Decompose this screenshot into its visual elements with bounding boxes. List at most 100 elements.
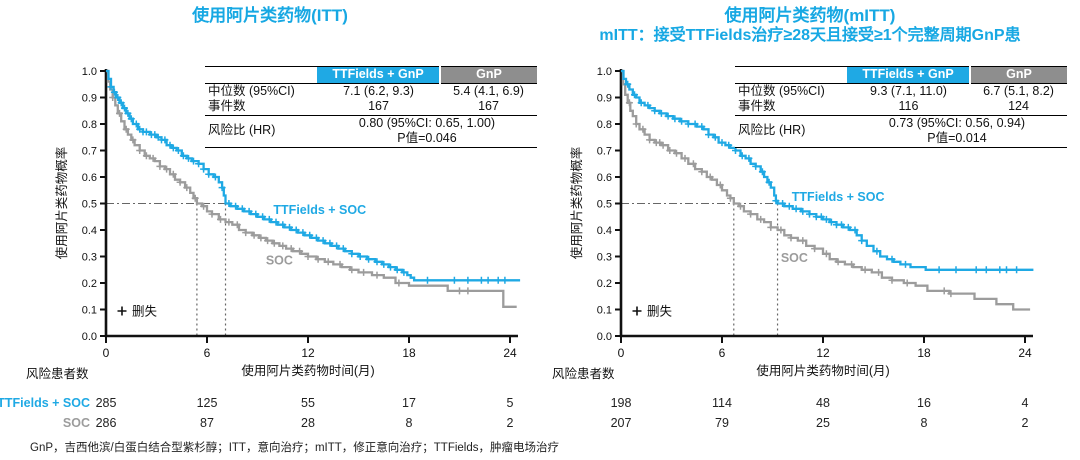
censor-marks-soc [625,99,955,298]
median-value-ttfields: 9.3 (7.1, 11.0) [870,83,947,98]
events-row: 事件数 167 167 [205,99,537,116]
events-value-ttfields: 167 [317,99,440,116]
y-tick-label: 0.5 [82,199,97,211]
x-tick-label: 6 [204,346,211,360]
at-risk-value: 286 [96,416,117,430]
at-risk-value: 285 [96,396,117,410]
panel-title: 使用阿片类药物(ITT) [192,6,348,25]
median-row: 中位数 (95%CI) 7.1 (6.2, 9.3) 5.4 (4.1, 6.9… [205,83,537,99]
y-tick-label: 0.1 [82,305,97,317]
median-row: 中位数 (95%CI) 9.3 (7.1, 11.0) 6.7 (5.1, 8.… [735,83,1067,99]
censor-legend-icon [117,306,127,316]
hazard-ratio-label: 风险比 (HR) [208,123,276,138]
footnote-abbreviations: GnP，吉西他滨/白蛋白结合型紫杉醇；ITT，意向治疗；mITT，修正意向治疗；… [30,442,559,454]
at-risk-row-label: SOC [63,416,90,430]
at-risk-value: 198 [611,396,632,410]
y-tick-label: 0.6 [82,172,97,184]
at-risk-value: 8 [406,416,413,430]
events-value-ttfields: 116 [847,99,970,116]
x-tick-label: 0 [618,346,625,360]
p-value-row: P值=0.014 [735,131,1067,147]
censor-marks-ttfields-soc [107,83,509,284]
at-risk-value: 55 [301,396,315,410]
y-axis-title: 使用阿片类药物概率 [54,147,69,260]
stats-table-itt: TTFields + GnP GnP 中位数 (95%CI) 7.1 (6.2,… [205,66,537,148]
x-tick-label: 24 [1018,346,1032,360]
stats-header-gnp: GnP [969,66,1067,84]
at-risk-value: 16 [917,396,931,410]
at-risk-value: 28 [301,416,315,430]
km-plot-itt: 0.0 0.1 0.2 0.3 0.4 0.5 0.6 0.7 0.8 0.9 1.0 0 6 12 18 2… [0,66,521,430]
hazard-ratio-value: 0.73 (95%CI: 0.56, 0.94) [888,115,1026,130]
stats-table-mitt: TTFields + GnP GnP 中位数 (95%CI) 9.3 (7.1,… [735,66,1067,148]
hazard-ratio-row: 风险比 (HR) 0.73 (95%CI: 0.56, 0.94) [735,115,1067,138]
hazard-ratio-value: 0.80 (95%CI: 0.65, 1.00) [358,115,496,130]
p-value-row: P值=0.046 [205,131,537,147]
x-tick-label: 18 [917,346,931,360]
panel-title: 使用阿片类药物(mITT) [724,6,896,25]
hazard-ratio-label: 风险比 (HR) [738,123,806,138]
at-risk-value: 17 [402,396,416,410]
y-tick-label: 0.9 [597,93,612,105]
at-risk-value: 125 [197,396,218,410]
events-label: 事件数 [735,99,847,116]
p-value: P值=0.014 [927,131,987,145]
panel-title-block: 使用阿片类药物(ITT) [0,6,540,26]
y-tick-label: 0.4 [597,225,612,237]
panel-subtitle: mITT：接受TTFields治疗≥28天且接受≥1个完整周期GnP患 [599,27,1021,44]
y-tick-label: 0.8 [597,119,612,131]
x-tick-label: 12 [301,346,315,360]
y-tick-label: 0.3 [597,252,612,264]
km-panel-itt: 使用阿片类药物(ITT) 0.0 0.1 0.2 0.3 0.4 0.5 0.6 0.7 0.8… [0,0,540,434]
x-tick-label: 18 [402,346,416,360]
km-plot-mitt: 0.0 0.1 0.2 0.3 0.4 0.5 0.6 0.7 0.8 0.9 1.0 0 6 12 18 2… [552,66,1034,430]
p-value: P值=0.046 [397,131,457,145]
at-risk-value: 114 [712,396,732,410]
at-risk-value: 2 [1022,416,1029,430]
events-value-gnp: 124 [970,99,1067,116]
y-tick-label: 0.3 [82,252,97,264]
stats-header-ttfields-gnp: TTFields + GnP [847,66,970,84]
x-tick-label: 12 [816,346,830,360]
y-tick-label: 0.0 [82,331,97,343]
y-tick-label: 1.0 [82,66,97,78]
at-risk-header: 风险患者数 [552,366,615,381]
curve-label-soc: SOC [781,251,808,265]
stats-header-row: TTFields + GnP GnP [735,66,1067,84]
y-tick-label: 0.5 [597,199,612,211]
x-tick-label: 6 [719,346,726,360]
at-risk-value: 2 [507,416,514,430]
stats-header-row: TTFields + GnP GnP [205,66,537,84]
at-risk-value: 25 [816,416,830,430]
curve-label-ttfields-soc: TTFields + SOC [792,190,885,204]
events-label: 事件数 [205,99,317,116]
y-tick-label: 1.0 [597,66,612,78]
censor-marks-soc [109,94,472,295]
median-value-gnp: 5.4 (4.1, 6.9) [453,83,524,98]
median-value-ttfields: 7.1 (6.2, 9.3) [343,83,414,98]
y-tick-label: 0.8 [82,119,97,131]
at-risk-value: 48 [816,396,830,410]
y-tick-label: 0.6 [597,172,612,184]
at-risk-value: 4 [1022,396,1029,410]
hazard-ratio-row: 风险比 (HR) 0.80 (95%CI: 0.65, 1.00) [205,115,537,138]
x-axis-title: 使用阿片类药物时间(月) [241,363,374,378]
at-risk-value: 8 [921,416,928,430]
curve-label-ttfields-soc: TTFields + SOC [273,203,366,217]
x-tick-label: 0 [103,346,110,360]
stats-header-empty [205,66,317,84]
stats-header-empty [735,66,847,84]
y-tick-label: 0.1 [597,305,612,317]
at-risk-row-label: TTFields + SOC [0,396,90,410]
km-panel-mitt: 使用阿片类药物(mITT) mITT：接受TTFields治疗≥28天且接受≥1… [540,0,1080,434]
median-label: 中位数 (95%CI) [208,83,295,98]
y-tick-label: 0.2 [597,278,612,290]
curve-label-soc: SOC [266,253,293,267]
median-value-gnp: 6.7 (5.1, 8.2) [983,83,1054,98]
censor-marks-ttfields-soc [624,80,1021,274]
at-risk-value: 87 [200,416,214,430]
events-value-gnp: 167 [440,99,537,116]
stats-header-gnp: GnP [439,66,537,84]
at-risk-header: 风险患者数 [26,366,89,381]
